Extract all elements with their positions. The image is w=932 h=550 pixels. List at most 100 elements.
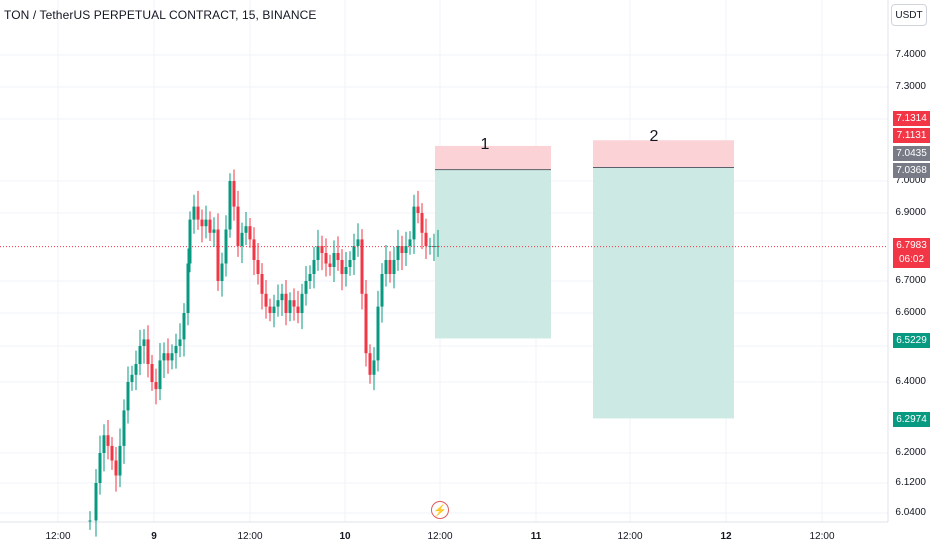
price-tick-label: 6.7000 [895, 275, 926, 286]
time-tick-label: 12:00 [237, 531, 263, 542]
candle-body [188, 219, 192, 264]
candle-body [352, 246, 356, 260]
time-tick-label: 12 [720, 531, 732, 542]
candle-body [276, 300, 280, 307]
candle-body [162, 353, 166, 361]
candle-body [268, 306, 272, 313]
candle-body [380, 274, 384, 307]
candle-body [98, 453, 102, 483]
candle-body [166, 353, 170, 361]
price-tick-label: 6.2000 [895, 447, 926, 458]
candle-body [170, 353, 174, 361]
candle-body [228, 181, 232, 230]
candle-body [106, 435, 110, 446]
candle-body [308, 274, 312, 281]
price-tick-label: 6.0400 [895, 507, 926, 518]
candle-body [232, 181, 236, 207]
entry-price-tag-2: 7.0435 [893, 146, 930, 161]
candle-body [146, 339, 150, 364]
candle-body [154, 382, 158, 390]
candle-body [320, 246, 324, 253]
candle-body [150, 364, 154, 382]
last-price-value: 6.7983 [896, 240, 927, 251]
time-tick-label: 9 [151, 531, 157, 542]
candle-body [220, 263, 224, 281]
position-label-1: 1 [480, 136, 490, 153]
candle-body [208, 219, 212, 233]
candle-body [134, 364, 138, 375]
candle-body [304, 281, 308, 294]
candle-body [182, 313, 186, 340]
candle-body [244, 226, 248, 233]
price-tick-label: 6.6000 [895, 307, 926, 318]
candle-body [216, 229, 220, 281]
candle-body [420, 213, 424, 233]
candle-body [204, 219, 208, 227]
candle-body [344, 267, 348, 274]
candle-body [200, 219, 204, 227]
time-tick-label: 10 [339, 531, 351, 542]
candle-body [328, 263, 332, 267]
candle-body [126, 382, 130, 411]
target-price-tag-2: 6.2974 [893, 412, 930, 427]
candle-body [264, 293, 268, 307]
candle-body [236, 206, 240, 246]
bar-countdown: 06:02 [898, 254, 925, 265]
candle-body [312, 260, 316, 274]
time-tick-label: 12:00 [617, 531, 643, 542]
candle-body [118, 445, 122, 476]
candle-body [404, 246, 408, 253]
candle-body [110, 445, 114, 461]
candle-body [88, 520, 92, 522]
candle-body [94, 483, 98, 521]
time-tick-label: 12:00 [427, 531, 453, 542]
candle-body [102, 435, 106, 453]
time-tick-label: 12:00 [45, 531, 71, 542]
candle-body [364, 293, 368, 354]
target-price-tag-1: 6.5229 [893, 333, 930, 348]
time-tick-label: 11 [530, 531, 542, 542]
candle-body [240, 232, 244, 246]
candle-body [296, 306, 300, 313]
candle-body [396, 246, 400, 260]
candle-body [186, 263, 190, 313]
last-price-tag: 6.7983 06:02 [893, 238, 930, 268]
entry-price-tag-1: 7.0368 [893, 163, 930, 178]
candle-body [412, 206, 416, 240]
candle-body [178, 339, 182, 346]
candle-body [138, 346, 142, 364]
candle-body [288, 300, 292, 313]
candle-body [280, 293, 284, 301]
candle-body [284, 293, 288, 313]
candle-body [256, 260, 260, 274]
candle-body [248, 226, 252, 240]
stop-zone [593, 140, 734, 168]
stop-price-tag-1: 7.1131 [893, 128, 930, 143]
candle-body [372, 360, 376, 375]
candle-body [316, 246, 320, 260]
candle-body [368, 353, 372, 375]
candle-body [336, 253, 340, 260]
candle-body [292, 300, 296, 307]
candle-body [158, 360, 162, 390]
position-label-2: 2 [649, 128, 659, 145]
stop-zone [435, 145, 551, 170]
time-tick-label: 12:00 [809, 531, 835, 542]
currency-button[interactable]: USDT [891, 4, 927, 26]
lightning-icon[interactable]: ⚡ [431, 501, 449, 519]
price-tick-label: 6.4000 [895, 376, 926, 387]
target-zone [593, 167, 734, 419]
candle-body [122, 410, 126, 446]
candle-body [348, 260, 352, 267]
candle-body [376, 306, 380, 361]
candle-body [424, 232, 428, 246]
candle-body [340, 260, 344, 274]
candle-body [432, 246, 436, 247]
candle-body [324, 253, 328, 264]
candle-body [300, 293, 304, 313]
candle-body [174, 346, 178, 354]
candle-body [272, 306, 276, 313]
candle-body [192, 206, 196, 220]
symbol-title: TON / TetherUS PERPETUAL CONTRACT, 15, B… [4, 8, 317, 22]
